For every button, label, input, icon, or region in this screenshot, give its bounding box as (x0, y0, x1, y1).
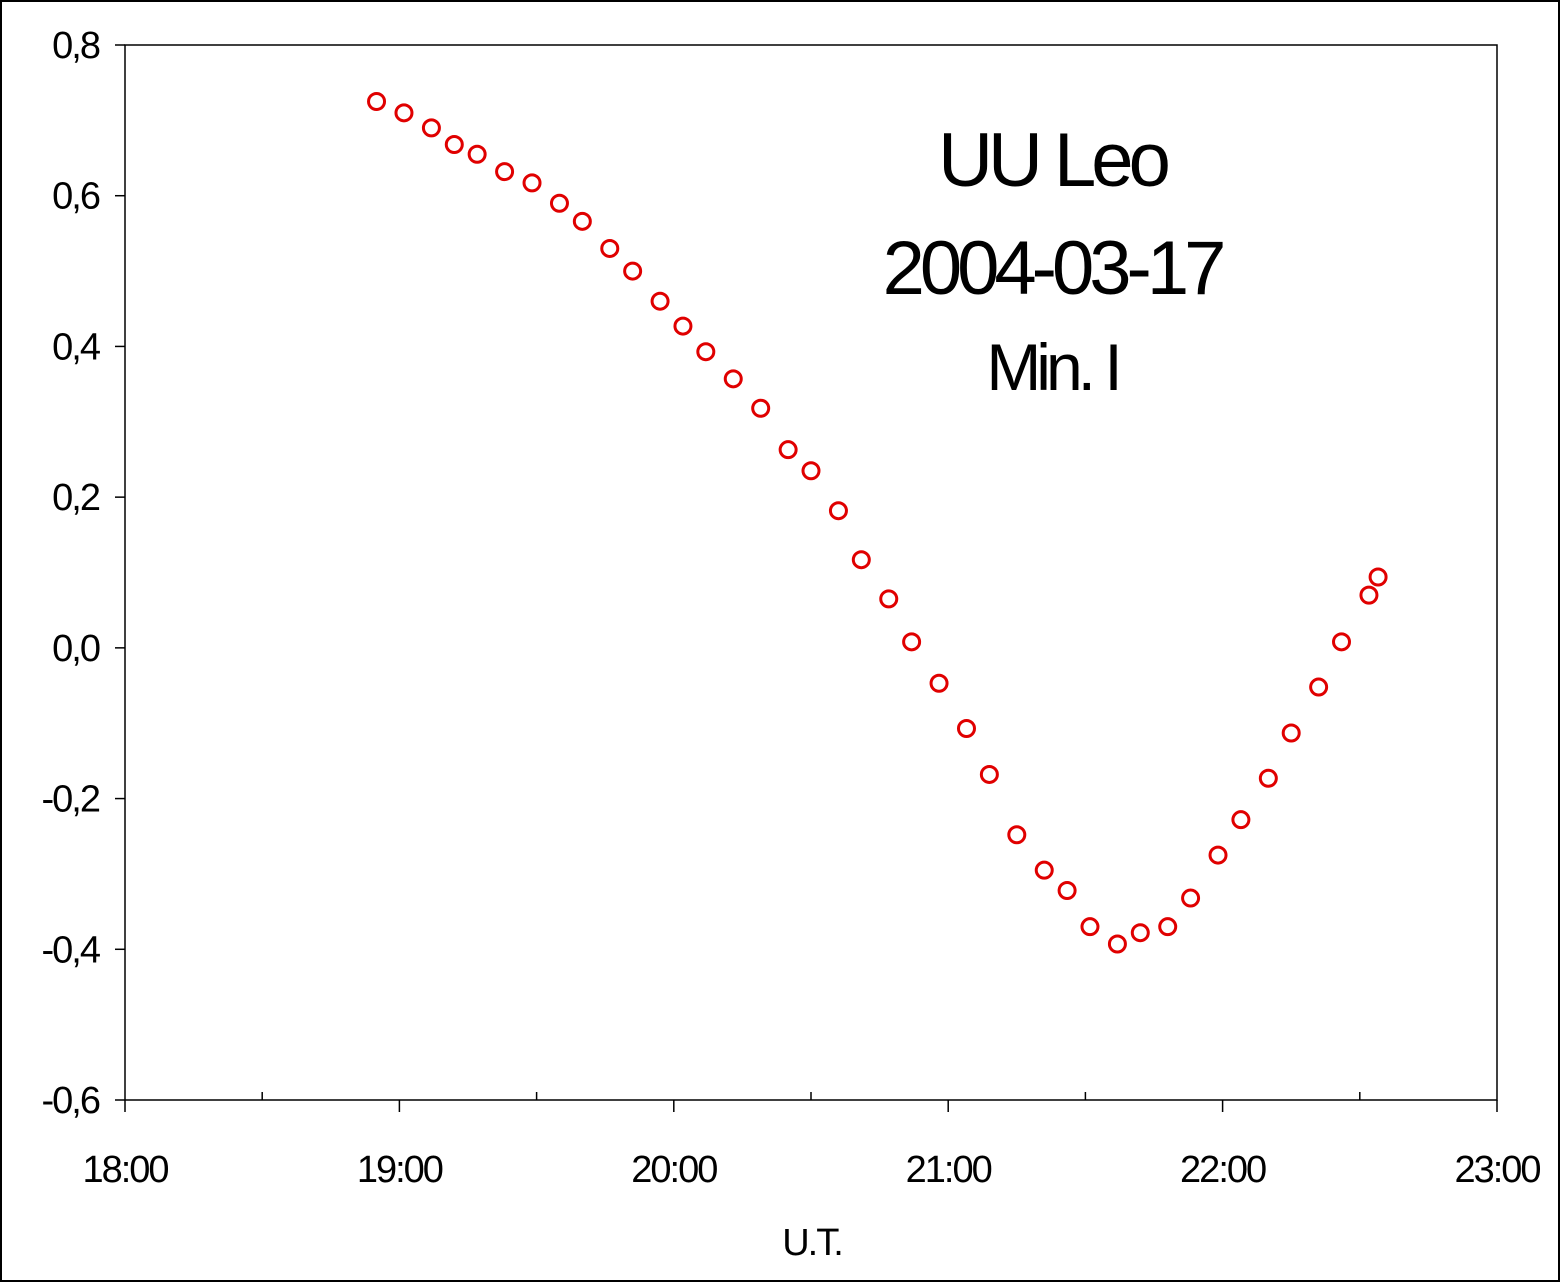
data-point (1130, 923, 1150, 943)
data-point (1231, 810, 1251, 830)
data-points (367, 92, 1388, 954)
data-point (778, 440, 798, 460)
data-point (673, 316, 693, 336)
data-point (696, 342, 716, 362)
y-tick-label: -0,2 (42, 779, 100, 821)
annotation-minimum-type: Min. I (986, 330, 1117, 404)
data-point (879, 589, 899, 609)
data-point (522, 173, 542, 193)
data-point (650, 291, 670, 311)
data-point (572, 211, 592, 231)
chart-annotation: UU Leo 2004-03-17 Min. I (883, 118, 1228, 404)
y-tick-label: 0,2 (52, 477, 100, 519)
x-axis-title: U.T. (782, 1222, 842, 1264)
data-point (495, 162, 515, 182)
data-point (929, 673, 949, 693)
data-point (1332, 632, 1352, 652)
data-point (1007, 825, 1027, 845)
y-tick-label: -0,6 (42, 1080, 100, 1122)
data-point (1034, 860, 1054, 880)
x-tick-label: 23:00 (1454, 1149, 1540, 1191)
data-point (367, 92, 387, 112)
data-point (1107, 934, 1127, 954)
x-tick-label: 20:00 (631, 1149, 717, 1191)
data-point (1158, 917, 1178, 937)
annotation-star-name: UU Leo (938, 118, 1168, 203)
data-point (902, 632, 922, 652)
data-point (1080, 917, 1100, 937)
data-point (394, 103, 414, 123)
data-point (979, 764, 999, 784)
x-tick-label: 19:00 (357, 1149, 443, 1191)
data-point (1181, 888, 1201, 908)
data-point (751, 398, 771, 418)
data-point (956, 718, 976, 738)
data-point (1368, 567, 1388, 587)
data-point (1359, 585, 1379, 605)
data-point (1208, 845, 1228, 865)
x-tick-label: 21:00 (906, 1149, 992, 1191)
data-point (600, 238, 620, 258)
data-point (1309, 677, 1329, 697)
x-tick-label: 18:00 (82, 1149, 168, 1191)
data-point (444, 134, 464, 154)
data-point (467, 144, 487, 164)
data-point (623, 261, 643, 281)
data-point (549, 193, 569, 213)
data-point (1281, 723, 1301, 743)
y-tick-label: 0,6 (52, 176, 100, 218)
y-tick-label: -0,4 (42, 929, 101, 971)
data-point (1258, 768, 1278, 788)
annotation-date: 2004-03-17 (883, 226, 1223, 311)
data-point (1057, 881, 1077, 901)
data-point (723, 369, 743, 389)
x-tick-label: 22:00 (1180, 1149, 1266, 1191)
axes: 0,8 0,6 0,4 0,2 0,0 -0,2 -0,4 -0,6 18:00 19:00 20:… (42, 25, 1543, 1191)
y-tick-label: 0,8 (52, 25, 100, 67)
data-point (421, 118, 441, 138)
y-tick-label: 0,0 (52, 628, 100, 670)
data-point (851, 550, 871, 570)
data-point (801, 461, 821, 481)
data-point (828, 501, 848, 521)
y-tick-label: 0,4 (52, 326, 101, 368)
